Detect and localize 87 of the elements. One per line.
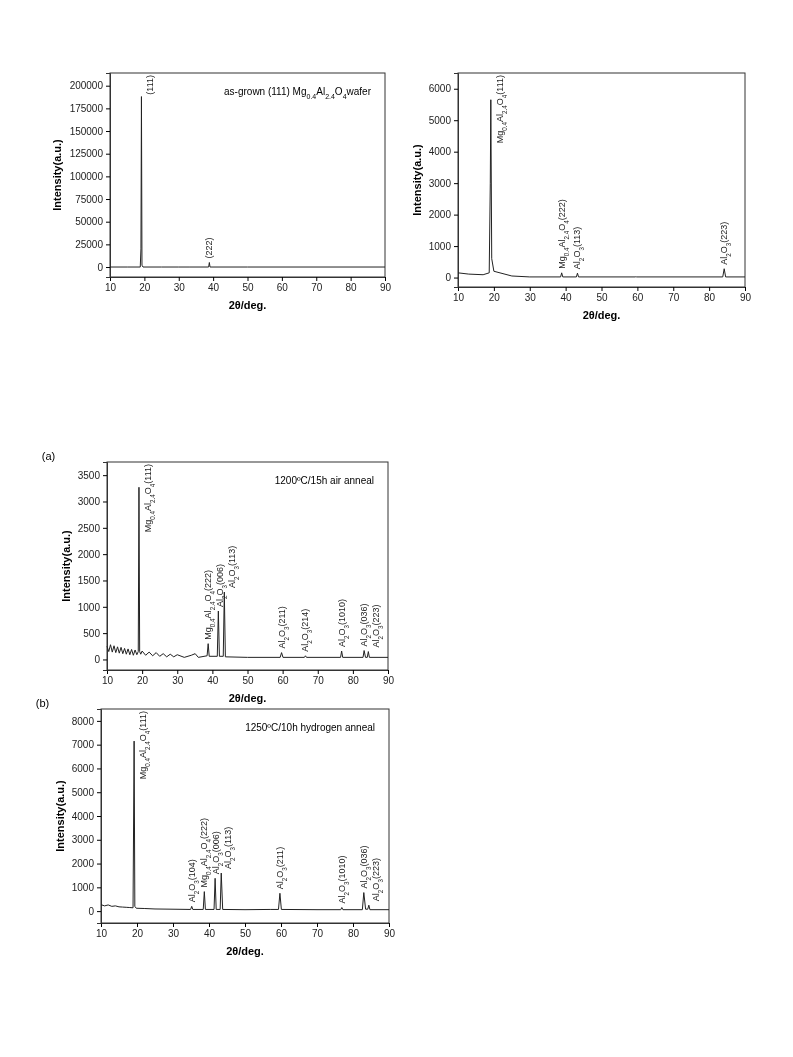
y-axis-title: Intensity(a.u.) (59, 529, 72, 602)
x-tick-label: 90 (379, 282, 392, 294)
x-tick-label: 50 (596, 292, 608, 304)
x-tick-label: 60 (275, 928, 288, 940)
y-tick-label: 2000 (77, 548, 101, 560)
chart-title: (b) (35, 697, 50, 709)
x-tick-label: 50 (242, 282, 254, 294)
y-tick-label: 200000 (69, 80, 104, 92)
annotation: as-grown (111) Mg$_{0.4}$Al$_{2.4}$O$_{4}$wafer (224, 86, 372, 100)
y-tick-label: 75000 (75, 193, 104, 205)
y-axis-title: Intensity(a.u.) (410, 143, 423, 216)
x-tick-label: 40 (208, 282, 220, 294)
x-tick-label: 30 (167, 928, 180, 940)
x-tick-label: 60 (277, 675, 290, 687)
y-tick-label: 3000 (428, 177, 452, 189)
x-tick-label: 30 (524, 292, 537, 304)
x-tick-label: 70 (311, 928, 324, 940)
x-tick-label: 40 (560, 292, 573, 304)
x-axis-title: 2θ/deg. (228, 299, 267, 311)
x-tick-label: 80 (704, 292, 716, 304)
y-tick-label: 25000 (75, 239, 104, 251)
y-tick-label: 2000 (428, 209, 452, 221)
y-tick-label: 0 (94, 654, 101, 666)
y-tick-label: 6000 (71, 763, 95, 775)
y-axis-title: Intensity(a.u.) (51, 138, 64, 211)
y-tick-label: 7000 (71, 739, 95, 751)
y-tick-label: 5000 (71, 786, 95, 798)
x-tick-label: 20 (139, 282, 151, 294)
x-tick-label: 70 (311, 282, 323, 294)
y-tick-label: 125000 (69, 148, 104, 160)
x-tick-label: 30 (173, 282, 186, 294)
y-tick-label: 0 (88, 905, 95, 917)
x-tick-label: 20 (137, 675, 149, 687)
y-tick-label: 0 (445, 272, 452, 284)
chart-title: (a) (41, 450, 56, 462)
y-tick-label: 0 (97, 261, 104, 273)
x-tick-label: 90 (739, 292, 752, 304)
x-tick-label: 60 (276, 282, 289, 294)
x-tick-label: 10 (452, 292, 465, 304)
y-tick-label: 8000 (71, 715, 95, 727)
x-tick-label: 40 (207, 675, 219, 687)
y-tick-label: 5000 (428, 114, 452, 126)
annotation: 1200ºC/15h air anneal (274, 475, 374, 486)
y-tick-label: 2000 (71, 858, 95, 870)
y-tick-label: 1000 (71, 882, 95, 894)
x-tick-label: 10 (101, 675, 114, 687)
x-tick-label: 20 (131, 928, 144, 940)
y-tick-label: 1000 (77, 601, 101, 613)
annotation: 1250ºC/10h hydrogen anneal (245, 722, 375, 733)
x-tick-label: 90 (383, 928, 396, 940)
x-tick-label: 70 (668, 292, 680, 304)
y-tick-label: 1500 (77, 575, 101, 587)
x-tick-label: 20 (488, 292, 501, 304)
x-axis-title: 2θ/deg. (228, 692, 267, 704)
y-tick-label: 150000 (69, 125, 104, 137)
x-tick-label: 90 (382, 675, 395, 687)
y-tick-label: 3000 (77, 496, 101, 508)
y-tick-label: 500 (83, 627, 101, 639)
x-tick-label: 40 (203, 928, 216, 940)
x-tick-label: 80 (347, 675, 360, 687)
y-tick-label: 4000 (428, 146, 452, 158)
y-tick-label: 50000 (75, 216, 104, 228)
y-tick-label: 175000 (69, 103, 104, 115)
x-tick-label: 70 (312, 675, 325, 687)
y-tick-label: 4000 (71, 810, 95, 822)
line-series (457, 99, 746, 278)
x-tick-label: 10 (95, 928, 108, 940)
x-axis-title: 2θ/deg. (582, 309, 621, 321)
x-tick-label: 50 (239, 928, 252, 940)
x-axis-title: 2θ/deg. (226, 945, 264, 957)
x-tick-label: 60 (632, 292, 644, 304)
y-tick-label: 3000 (71, 834, 95, 846)
y-tick-label: 3500 (77, 469, 101, 481)
y-tick-label: 2500 (77, 522, 101, 534)
annotation: (222) (204, 237, 215, 259)
y-tick-label: 1000 (428, 240, 452, 252)
y-axis-title: Intensity(a.u.) (53, 779, 66, 852)
annotation: (111) (145, 75, 156, 95)
x-tick-label: 30 (172, 675, 184, 687)
line-series (106, 486, 389, 658)
y-tick-label: 100000 (69, 171, 104, 183)
x-tick-label: 50 (242, 675, 254, 687)
x-tick-label: 80 (345, 282, 358, 294)
y-tick-label: 6000 (428, 83, 452, 95)
x-tick-label: 10 (104, 282, 117, 294)
x-tick-label: 80 (347, 928, 360, 940)
line-series (100, 740, 390, 911)
